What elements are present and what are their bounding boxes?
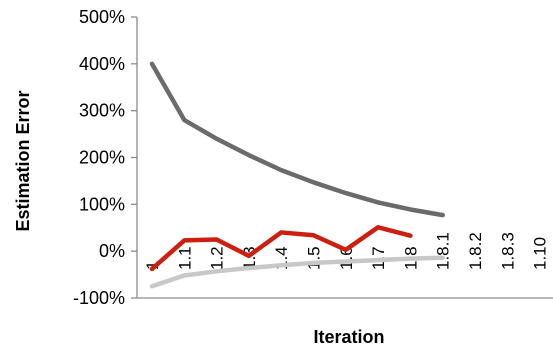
y-axis-title: Estimation Error [13, 90, 33, 231]
y-tick-label: 200% [79, 148, 125, 168]
axes [136, 17, 553, 299]
y-tick-label: 100% [79, 194, 125, 214]
series-line-2 [149, 225, 413, 272]
y-tick-label: 500% [79, 7, 125, 27]
x-tick-label: 1.8.1 [434, 232, 453, 270]
series-line-1 [149, 61, 445, 218]
x-tick-label: 1.8.3 [498, 232, 517, 270]
y-axis-ticks: 500% 400% 300% 200% 100% 0% -100% [73, 7, 137, 308]
y-tick-label: 0% [99, 241, 125, 261]
x-axis-title: Iteration [313, 327, 384, 347]
y-tick-label: -100% [73, 288, 125, 308]
x-tick-label: 1 [143, 261, 162, 270]
x-tick-label: 1.5 [305, 246, 324, 270]
series-group [149, 61, 445, 289]
series-line-3 [149, 255, 445, 289]
x-tick-label: 1.2 [208, 246, 227, 270]
x-tick-label: 1.1 [175, 246, 194, 270]
x-tick-label: 1.6 [337, 246, 356, 270]
x-tick-label: 1.10 [531, 237, 550, 270]
y-tick-label: 300% [79, 101, 125, 121]
x-tick-label: 1.8.2 [466, 232, 485, 270]
y-tick-label: 400% [79, 54, 125, 74]
